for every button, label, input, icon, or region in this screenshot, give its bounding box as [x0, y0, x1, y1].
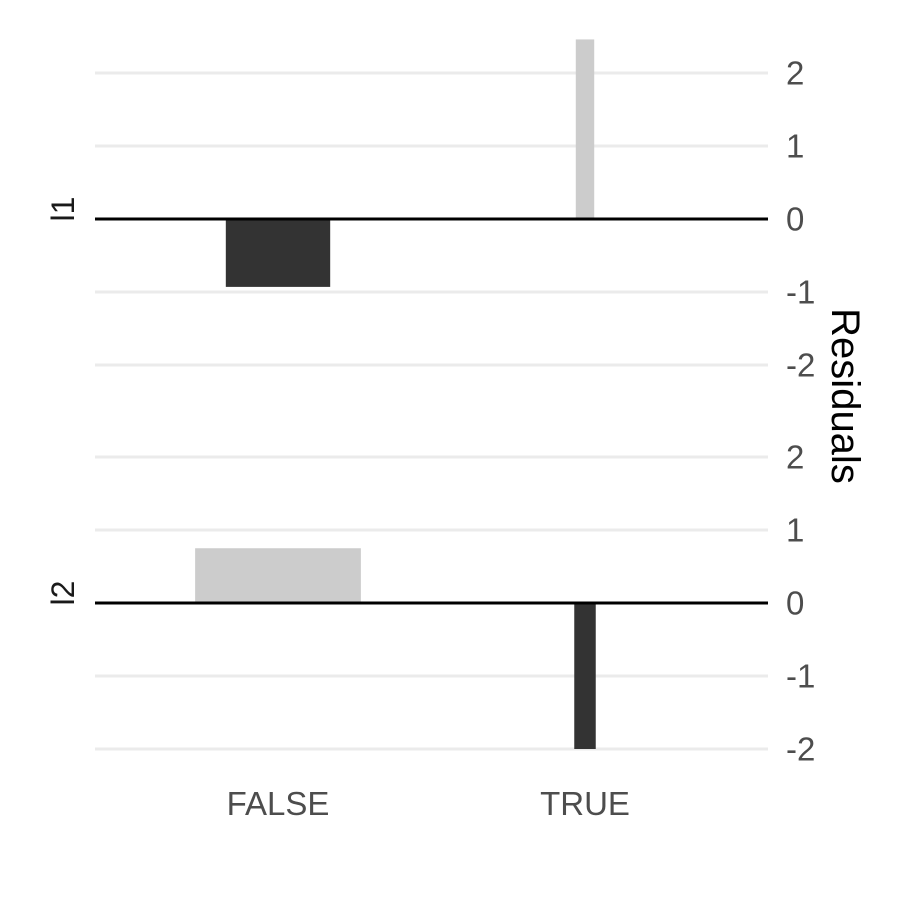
- bar: [195, 548, 361, 603]
- y-tick-label: 2: [786, 439, 804, 476]
- facet-label: l1: [45, 197, 81, 222]
- bar: [225, 219, 331, 287]
- y-axis-title: Residuals: [823, 308, 867, 484]
- y-tick-label: 1: [786, 512, 804, 549]
- y-tick-label: -1: [786, 658, 815, 695]
- x-tick-label: FALSE: [227, 785, 330, 822]
- y-tick-label: 1: [786, 128, 804, 165]
- bar: [575, 39, 595, 219]
- y-tick-label: -2: [786, 731, 815, 768]
- facet-label: l2: [45, 581, 81, 606]
- y-tick-label: -1: [786, 274, 815, 311]
- bar: [574, 603, 596, 749]
- y-tick-label: 0: [786, 201, 804, 238]
- x-tick-label: TRUE: [540, 785, 630, 822]
- y-tick-label: 0: [786, 585, 804, 622]
- y-tick-label: -2: [786, 347, 815, 384]
- y-tick-label: 2: [786, 55, 804, 92]
